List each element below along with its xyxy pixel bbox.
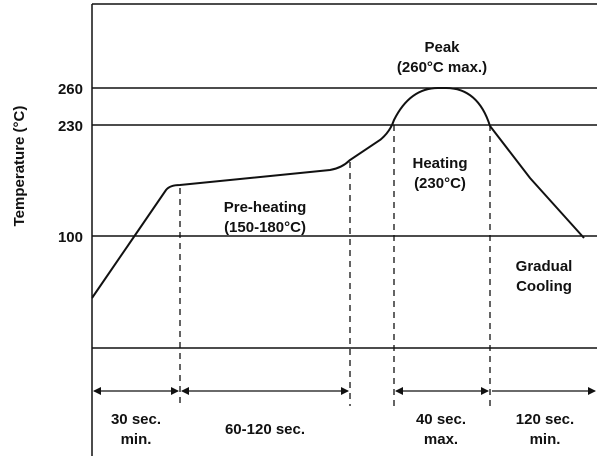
label-cooling: Cooling [516,278,572,295]
label-peak-range: (260°C max.) [397,59,487,76]
tick-label-260: 260 [58,81,83,98]
duration-30sec: 30 sec. [111,411,161,428]
label-preheating-range: (150-180°C) [224,219,306,236]
label-heating: Heating [412,155,467,172]
duration-40sec: 40 sec. [416,411,466,428]
duration-120sec: 120 sec. [516,411,574,428]
duration-40sec-max: max. [424,431,458,448]
label-preheating: Pre-heating [224,199,307,216]
tick-label-230: 230 [58,118,83,135]
duration-30sec-min: min. [121,431,152,448]
label-peak: Peak [424,39,460,56]
label-heating-temp: (230°C) [414,175,466,192]
reference-lines [92,87,597,349]
temperature-profile-curve [91,87,585,299]
y-axis-title: Temperature (°C) [11,106,28,227]
label-gradual: Gradual [516,258,573,275]
tick-label-100: 100 [58,229,83,246]
duration-60-120sec: 60-120 sec. [225,421,305,438]
duration-120sec-min: min. [530,431,561,448]
phase-markers [179,125,491,406]
plot-frame [91,3,597,456]
